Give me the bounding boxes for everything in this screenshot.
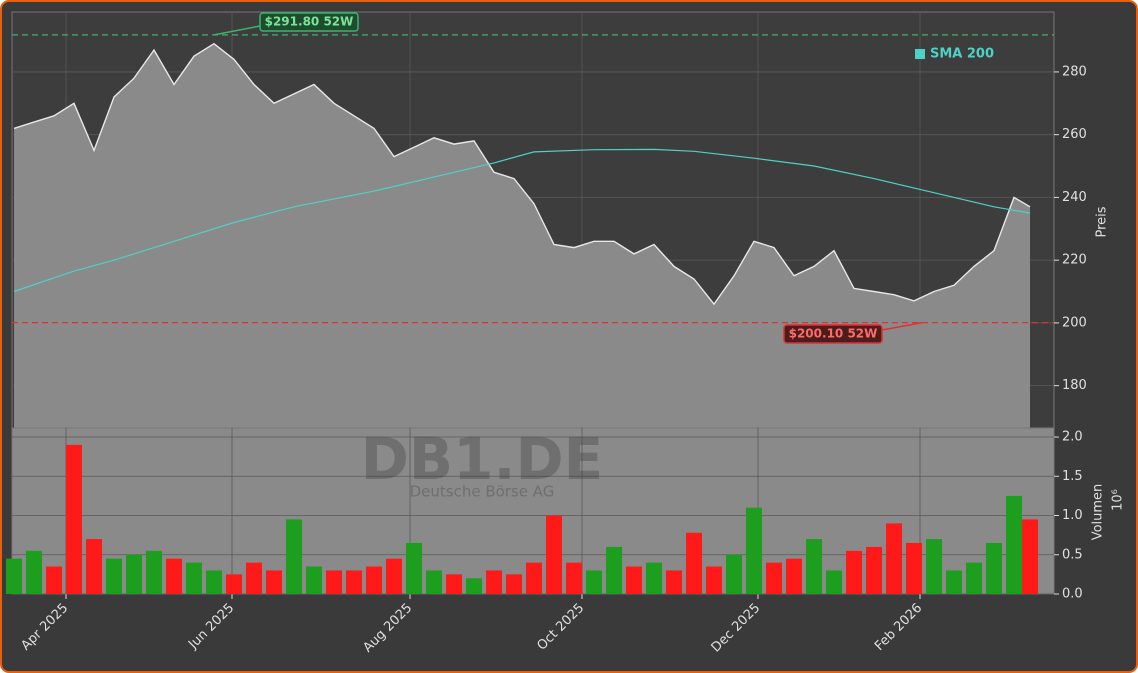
volume-bar (1022, 519, 1038, 594)
volume-bar (186, 562, 202, 594)
volume-bar (546, 515, 562, 594)
volume-bar (406, 542, 422, 594)
volume-bar (46, 566, 62, 594)
y-tick-label: 0.5 (1062, 547, 1083, 562)
legend-label: SMA 200 (930, 47, 994, 62)
watermark-sub: Deutsche Börse AG (410, 483, 555, 501)
annotation-box (783, 324, 883, 344)
volume-bar (426, 570, 442, 594)
volume-bar (26, 550, 42, 594)
volume-bar (6, 558, 22, 594)
y-tick-label: 1.0 (1062, 508, 1083, 523)
volume-bar (306, 566, 322, 594)
annotation-label: $291.80 52W (265, 15, 354, 29)
volume-bar (786, 558, 802, 594)
y-tick-label: 280 (1062, 64, 1087, 79)
volume-bar (466, 578, 482, 594)
volume-bar (386, 558, 402, 594)
volume-bar (966, 562, 982, 594)
volume-bar (266, 570, 282, 594)
volume-bar (726, 554, 742, 594)
volume-bar (926, 539, 942, 594)
volume-bar (346, 570, 362, 594)
volume-bar (846, 550, 862, 594)
y-tick-label: 240 (1062, 190, 1087, 205)
y-tick-label: 200 (1062, 315, 1087, 330)
volume-bar (806, 539, 822, 594)
volume-bar (986, 542, 1002, 594)
volume-bar (886, 523, 902, 594)
price-line (13, 42, 1031, 306)
y-tick-label: 2.0 (1062, 430, 1083, 445)
volume-bar (746, 507, 762, 594)
volume-bar (326, 570, 342, 594)
volume-bar (686, 532, 702, 594)
sma-line (13, 148, 1031, 293)
volume-bar (366, 566, 382, 594)
volume-bar (246, 562, 262, 594)
legend-swatch (915, 49, 925, 59)
volume-bar (226, 574, 242, 594)
volume-bar (646, 562, 662, 594)
volume-bar (106, 558, 122, 594)
y-axis-label: Volumen (1091, 484, 1106, 541)
y-offset-label: 10⁶ (1111, 489, 1126, 511)
volume-bar (166, 558, 182, 594)
volume-bar (566, 562, 582, 594)
annotation-box (259, 12, 359, 32)
y-axis-label: Preis (1095, 206, 1110, 237)
watermark: DB1.DE (361, 425, 604, 493)
annotation-label: $200.10 52W (789, 327, 878, 341)
volume-bar (526, 562, 542, 594)
volume-bar (606, 546, 622, 594)
volume-bar (626, 566, 642, 594)
volume-bar (146, 550, 162, 594)
volume-bar (666, 570, 682, 594)
volume-bar (706, 566, 722, 594)
volume-bar (586, 570, 602, 594)
volume-bar (286, 519, 302, 594)
volume-bar (86, 539, 102, 594)
y-tick-label: 1.5 (1062, 469, 1083, 484)
volume-bar (486, 570, 502, 594)
annotation-arrow (213, 25, 261, 36)
annotation-arrow (881, 321, 923, 331)
y-tick-label: 220 (1062, 253, 1087, 268)
y-tick-label: 0.0 (1062, 587, 1083, 602)
volume-bar (446, 574, 462, 594)
y-tick-label: 260 (1062, 127, 1087, 142)
volume-bar (766, 562, 782, 594)
y-tick-label: 180 (1062, 378, 1087, 393)
volume-bar (946, 570, 962, 594)
volume-bar (206, 570, 222, 594)
volume-bar (906, 542, 922, 594)
volume-bar (66, 444, 82, 594)
volume-bar (866, 546, 882, 594)
volume-bar (826, 570, 842, 594)
price-area (14, 43, 1030, 428)
volume-bar (126, 554, 142, 594)
volume-bar (506, 574, 522, 594)
volume-bar (1006, 495, 1022, 594)
